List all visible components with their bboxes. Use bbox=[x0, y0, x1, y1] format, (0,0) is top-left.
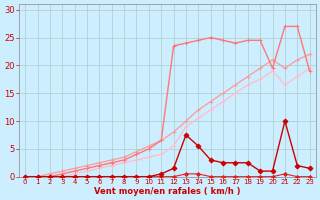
X-axis label: Vent moyen/en rafales ( km/h ): Vent moyen/en rafales ( km/h ) bbox=[94, 187, 241, 196]
